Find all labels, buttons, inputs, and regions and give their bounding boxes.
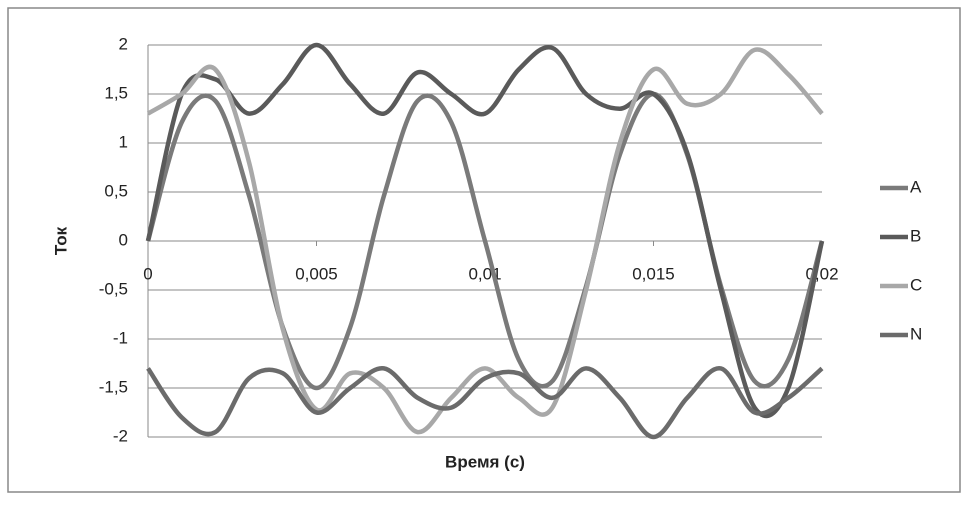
legend-label: B xyxy=(910,226,921,245)
series-line xyxy=(145,42,825,419)
series-line xyxy=(146,366,824,440)
x-tick-label: 0,015 xyxy=(632,264,675,283)
chart-frame xyxy=(7,7,961,493)
legend-label: N xyxy=(910,324,922,343)
legend-label: C xyxy=(910,275,922,294)
y-tick-label: -2 xyxy=(113,426,128,445)
y-tick-label: -0,5 xyxy=(99,279,128,298)
y-tick-label: 1,5 xyxy=(104,83,128,102)
x-tick-label: 0 xyxy=(143,264,152,283)
x-axis-title: Время (с) xyxy=(445,452,525,471)
y-tick-label: 1 xyxy=(119,132,128,151)
y-axis-title: Ток xyxy=(51,226,70,255)
y-tick-label: 2 xyxy=(119,34,128,53)
y-tick-label: -1,5 xyxy=(99,377,128,396)
x-tick-label: 0,005 xyxy=(295,264,338,283)
series-line xyxy=(146,47,824,435)
y-tick-label: 0 xyxy=(119,230,128,249)
y-tick-label: -1 xyxy=(113,328,128,347)
legend-label: A xyxy=(910,177,922,196)
y-tick-label: 0,5 xyxy=(104,181,128,200)
